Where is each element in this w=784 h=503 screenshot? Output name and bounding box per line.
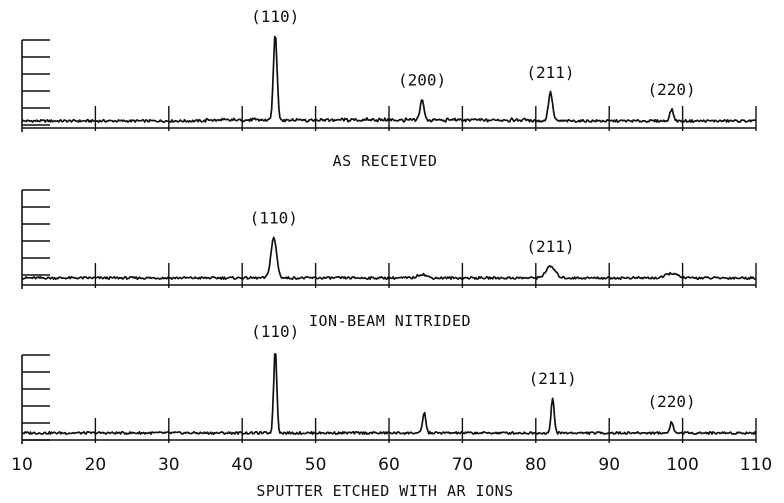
x-tick-label: 110 (740, 455, 772, 475)
peak-label: (220) (648, 392, 696, 411)
x-tick-label: 60 (378, 455, 400, 475)
x-tick-label: 30 (158, 455, 180, 475)
spectrum-line (21, 353, 757, 435)
panel-title: AS RECEIVED (333, 152, 438, 170)
x-tick-label: 40 (231, 455, 253, 475)
spectrum-line (21, 236, 757, 280)
panel-ion-beam-nitrided: ION-BEAM NITRIDED (110) (211) (21, 189, 757, 330)
peak-label: (110) (251, 7, 299, 26)
x-tick-label: 100 (666, 455, 698, 475)
peak-label: (211) (529, 369, 577, 388)
x-tick-label: 90 (598, 455, 620, 475)
x-tick-label: 80 (525, 455, 547, 475)
x-tick-label: 50 (305, 455, 327, 475)
peak-label: (110) (250, 208, 298, 227)
panel-title: ION-BEAM NITRIDED (309, 312, 471, 330)
x-tick-labels: 10 20 30 40 50 60 70 80 90 100 110 (11, 455, 772, 475)
x-tick-label: 70 (452, 455, 474, 475)
panel-as-received: AS RECEIVED (110) (200) (211) (220) (21, 7, 757, 170)
peak-label: (220) (648, 80, 696, 99)
x-tick-label: 10 (11, 455, 33, 475)
peak-label: (200) (398, 70, 446, 89)
spectrum-line (21, 35, 757, 123)
panel-title: SPUTTER ETCHED WITH AR IONS (256, 482, 513, 500)
peak-label: (110) (251, 322, 299, 341)
peak-label: (211) (526, 237, 574, 256)
x-tick-label: 20 (85, 455, 107, 475)
panel-sputter-etched: SPUTTER ETCHED WITH AR IONS (110) (211) (2… (21, 322, 757, 500)
peak-label: (211) (526, 63, 574, 82)
